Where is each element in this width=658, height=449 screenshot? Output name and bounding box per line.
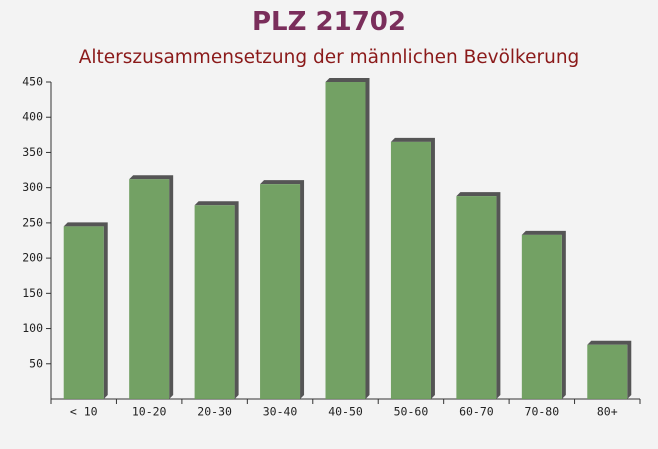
bar	[129, 179, 170, 399]
bar	[325, 82, 366, 399]
y-tick-label: 300	[22, 180, 43, 194]
y-tick-label: 350	[22, 145, 43, 159]
bar	[521, 234, 562, 399]
x-tick-label: 10-20	[132, 405, 167, 419]
y-tick-label: 150	[22, 286, 43, 300]
y-tick-label: 400	[22, 110, 43, 124]
chart-subtitle: Alterszusammensetzung der männlichen Bev…	[79, 47, 580, 68]
y-tick-label: 200	[22, 251, 43, 265]
x-tick-label: 40-50	[328, 405, 363, 419]
x-tick-label: 30-40	[263, 405, 298, 419]
bar	[456, 196, 497, 399]
bar	[194, 205, 235, 399]
y-tick-label: 250	[22, 215, 43, 229]
bar	[390, 141, 431, 399]
y-tick-label: 450	[22, 75, 43, 89]
x-tick-label: 60-70	[459, 405, 494, 419]
x-tick-label: 80+	[597, 405, 618, 419]
chart-title: PLZ 21702	[252, 7, 406, 37]
x-tick-label: 50-60	[394, 405, 429, 419]
y-tick-label: 100	[22, 321, 43, 335]
x-tick-label: 70-80	[525, 405, 560, 419]
y-tick-label: 50	[29, 356, 43, 370]
x-tick-label: 20-30	[197, 405, 232, 419]
bar	[587, 344, 628, 399]
x-tick-label: < 10	[70, 405, 98, 419]
bar	[260, 184, 301, 399]
bar	[63, 226, 104, 399]
